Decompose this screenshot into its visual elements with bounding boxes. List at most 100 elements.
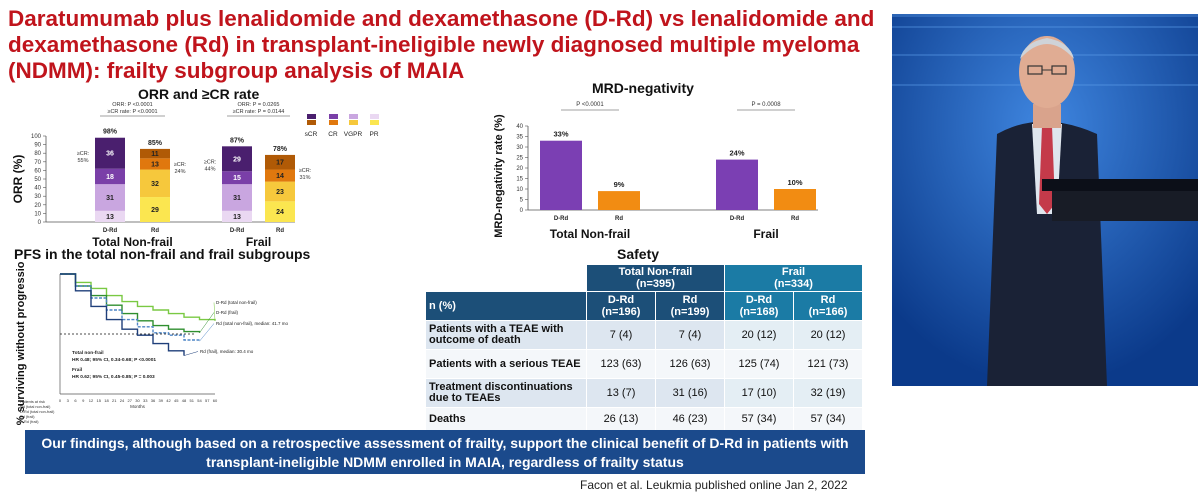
orr-bar-segment — [95, 168, 125, 185]
orr-bar-segment — [140, 158, 170, 170]
pfs-tick-label: 15 — [97, 398, 102, 403]
pfs-tick-label: 0 — [59, 398, 62, 403]
orr-total-label: 85% — [148, 140, 163, 147]
safety-group-frail: Frail (n=334) — [724, 264, 863, 292]
mrd-tick-label: 5 — [520, 198, 524, 204]
orr-total-label: 78% — [273, 146, 288, 153]
pfs-tick-label: 48 — [182, 398, 187, 403]
pfs-leader — [199, 312, 215, 333]
orr-segment-label: 31 — [106, 195, 114, 202]
table-cell: 57 (34) — [724, 407, 794, 431]
orr-segment-label: 29 — [233, 156, 241, 163]
orr-segment-label: 13 — [151, 161, 159, 168]
row-label: Treatment discontinuations due to TEAEs — [425, 378, 587, 408]
row-label: Patients with a serious TEAE — [425, 349, 587, 379]
orr-legend-swatch — [329, 120, 338, 125]
pfs-tick-label: 21 — [112, 398, 117, 403]
table-row: Patients with a serious TEAE 123 (63) 12… — [425, 349, 863, 379]
orr-bar-segment — [140, 197, 170, 222]
mrd-bar-label: D-Rd — [730, 216, 745, 222]
mrd-value-label: 33% — [553, 130, 568, 139]
orr-legend-swatch — [329, 114, 338, 119]
orr-bar-segment — [265, 181, 295, 202]
pfs-risk-row: Rd (frail) — [20, 415, 35, 419]
pfs-leader — [183, 351, 199, 356]
orr-bar-label: Rd — [151, 228, 159, 234]
orr-segment-label: 29 — [151, 207, 159, 214]
pfs-series-label: D-Rd (frail) — [216, 310, 239, 315]
orr-group-label: Total Non-frail — [92, 235, 172, 249]
orr-pvalue: ≥CR rate: P <0.0001 — [107, 109, 157, 115]
row-label: Deaths — [425, 407, 587, 431]
orr-segment-label: 32 — [151, 181, 159, 188]
mrd-group-label: Total Non-frail — [550, 227, 630, 241]
orr-group-label: Frail — [246, 235, 271, 249]
table-row: Patients with a TEAE with outcome of dea… — [425, 320, 863, 350]
pfs-series-line — [60, 273, 185, 356]
mrd-value-label: 24% — [729, 149, 744, 158]
mrd-bar — [716, 159, 758, 210]
orr-tick-label: 70 — [34, 160, 41, 166]
pfs-risk-row: D-Rd (total non-frail) — [20, 410, 55, 414]
pfs-annotation: Total non-frail — [72, 350, 104, 356]
mrd-tick-label: 30 — [516, 145, 523, 151]
pfs-chart: % surviving without progression 0 3 6 9 12 15 1… — [15, 262, 289, 425]
orr-segment-label: 17 — [276, 160, 284, 167]
orr-cr-note: ≥CR: — [299, 168, 312, 174]
mrd-tick-label: 15 — [516, 177, 523, 183]
table-cell: 20 (12) — [793, 320, 863, 350]
pfs-risk-row: D-Rd (frail) — [20, 420, 39, 424]
safety-table: Total Non-frail (n=395) Frail (n=334) n (%… — [425, 264, 863, 431]
orr-pvalue: ORR: P <0.0001 — [112, 102, 152, 108]
orr-legend-swatch — [349, 114, 358, 119]
orr-bar-segment — [95, 137, 125, 169]
orr-legend-label: CR — [328, 131, 338, 138]
mrd-tick-label: 40 — [516, 124, 523, 130]
mrd-bar — [540, 140, 582, 210]
speaker-video — [892, 14, 1198, 386]
mrd-chart-title: MRD-negativity — [592, 80, 694, 96]
pfs-tick-label: 57 — [205, 398, 210, 403]
safety-col-rd-frail: Rd (n=166) — [793, 291, 863, 321]
orr-bar-segment — [222, 171, 252, 185]
speaker-image — [892, 14, 1198, 386]
orr-segment-label: 24 — [276, 209, 284, 216]
safety-col-drd-nonfrail: D-Rd (n=196) — [586, 291, 656, 321]
pfs-tick-label: 36 — [151, 398, 156, 403]
mrd-value-label: 9% — [614, 180, 625, 189]
orr-bar-segment — [265, 169, 295, 182]
table-cell: 123 (63) — [586, 349, 656, 379]
pfs-tick-label: 18 — [104, 398, 109, 403]
pfs-tick-label: 54 — [197, 398, 202, 403]
safety-col-drd-frail: D-Rd (n=168) — [724, 291, 794, 321]
table-cell: 121 (73) — [793, 349, 863, 379]
pfs-tick-label: 6 — [74, 398, 77, 403]
pfs-tick-label: 51 — [190, 398, 195, 403]
mrd-bar-label: Rd — [791, 216, 799, 222]
orr-bar-segment — [222, 210, 252, 222]
mrd-chart: 0 5 10 15 20 25 30 35 40 MRD-negativity rate (%) 3… — [493, 102, 818, 241]
mrd-bar-label: D-Rd — [554, 216, 569, 222]
table-row: Deaths 26 (13) 46 (23) 57 (34) 57 (34) — [425, 407, 863, 431]
slide-title: Daratumumab plus lenalidomide and dexame… — [8, 6, 875, 83]
pfs-risk-header: Patients at risk — [20, 400, 45, 404]
orr-bar-segment — [140, 169, 170, 198]
orr-legend-swatch — [370, 120, 379, 125]
pfs-tick-label: 3 — [67, 398, 70, 403]
orr-tick-label: 10 — [34, 211, 41, 217]
orr-legend-swatch — [370, 114, 379, 119]
table-cell: 26 (13) — [586, 407, 656, 431]
pfs-series-label: Rd (frail), median: 30.4 mo — [200, 349, 254, 354]
pfs-tick-label: 30 — [135, 398, 140, 403]
table-cell: 125 (74) — [724, 349, 794, 379]
orr-y-label: ORR (%) — [11, 155, 25, 204]
orr-tick-label: 90 — [34, 143, 41, 149]
mrd-tick-label: 20 — [516, 166, 523, 172]
pfs-annotation: HR 0.62; 95% CI, 0.45-0.85; P = 0.003 — [72, 374, 155, 380]
table-cell: 126 (63) — [655, 349, 725, 379]
table-cell: 32 (19) — [793, 378, 863, 408]
mrd-bar — [774, 189, 816, 210]
orr-legend-swatch — [307, 120, 316, 125]
mrd-pvalue: P = 0.0008 — [751, 102, 781, 108]
pfs-series-line — [60, 273, 216, 321]
